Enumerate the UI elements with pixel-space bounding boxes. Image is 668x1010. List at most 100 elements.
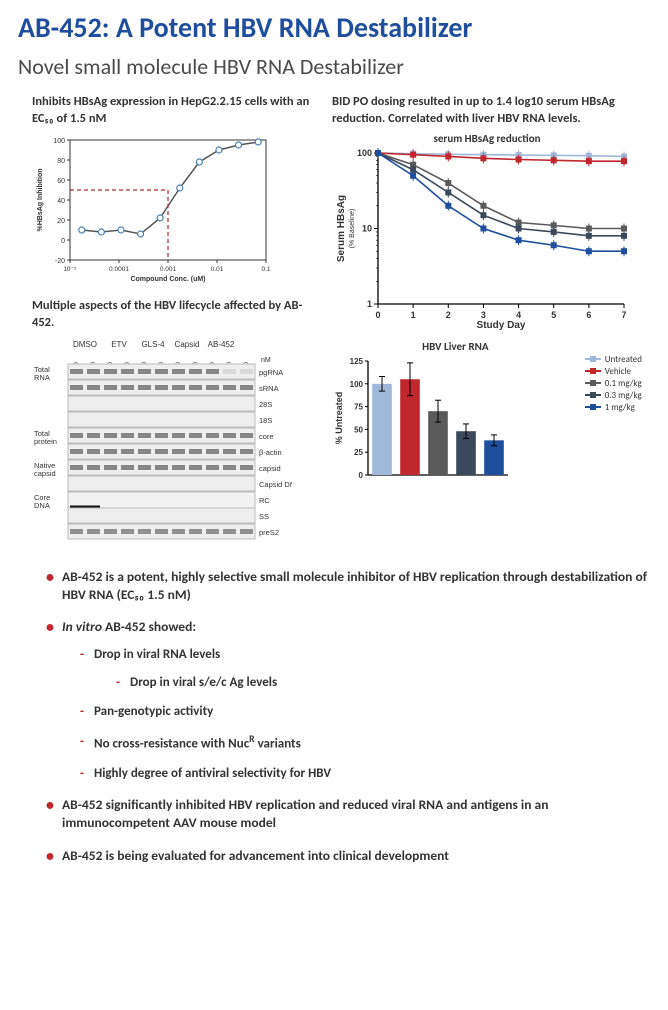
- summary-bullets: AB-452 is a potent, highly selective sma…: [18, 568, 650, 865]
- svg-text:6: 6: [586, 310, 591, 320]
- legend-label: 0.1 mg/kg: [605, 378, 642, 389]
- svg-text:-20: -20: [55, 258, 65, 265]
- svg-text:28S: 28S: [259, 400, 272, 409]
- svg-text:40: 40: [57, 198, 65, 205]
- svg-text:7: 7: [621, 310, 626, 320]
- svg-text:10: 10: [362, 223, 372, 233]
- legend-label: Untreated: [605, 354, 642, 365]
- legend-label: 1 mg/kg: [605, 402, 635, 413]
- bullet-4: AB-452 is being evaluated for advancemen…: [46, 847, 650, 865]
- legend: UntreatedVehicle0.1 mg/kg0.3 mg/kg1 mg/k…: [585, 354, 642, 414]
- legend-item: Vehicle: [585, 366, 642, 377]
- svg-text:80: 80: [57, 158, 65, 165]
- svg-text:0: 0: [359, 471, 364, 480]
- svg-text:100: 100: [357, 148, 372, 158]
- bullet-2: In vitro AB-452 showed: Drop in viral RN…: [46, 618, 650, 782]
- bullet-2-rest: AB-452 showed:: [102, 618, 196, 635]
- dose-response-caption: Inhibits HBsAg expression in HepG2.2.15 …: [32, 94, 312, 128]
- svg-text:25: 25: [354, 448, 363, 457]
- liver-rna-bar-chart: 0 25 50 75 100 125 % Untreated: [332, 355, 512, 485]
- svg-text:Study Day: Study Day: [477, 320, 526, 331]
- svg-text:50: 50: [354, 425, 363, 434]
- legend-item: 0.1 mg/kg: [585, 378, 642, 389]
- svg-text:5: 5: [551, 310, 556, 320]
- legend-swatch: [585, 370, 601, 372]
- legend-item: 0.3 mg/kg: [585, 390, 642, 401]
- svg-text:Compound Conc. (uM): Compound Conc. (uM): [130, 276, 205, 283]
- svg-text:20: 20: [57, 218, 65, 225]
- svg-text:0.0001: 0.0001: [109, 266, 129, 273]
- legend-swatch: [585, 406, 601, 408]
- svg-text:4: 4: [516, 310, 521, 320]
- serum-chart-title: serum HBsAg reduction: [332, 132, 642, 145]
- legend-swatch: [585, 382, 601, 384]
- bullet-1: AB-452 is a potent, highly selective sma…: [46, 568, 650, 604]
- svg-text:% Untreated: % Untreated: [334, 391, 344, 444]
- bullet-2c-post: variants: [255, 736, 301, 751]
- svg-text:DNA: DNA: [34, 501, 50, 510]
- western-blot: DMSOETVGLS-4CapsidAB-4520100010001000100…: [32, 338, 292, 548]
- svg-text:1: 1: [411, 310, 416, 320]
- svg-text:ETV: ETV: [111, 340, 127, 349]
- bar-chart-title: HBV Liver RNA: [332, 340, 579, 353]
- svg-text:100: 100: [350, 380, 364, 389]
- bullet-2c: No cross-resistance with NucR variants: [80, 733, 650, 753]
- bullet-3: AB-452 significantly inhibited HBV repli…: [46, 796, 650, 832]
- page-title: AB-452: A Potent HBV RNA Destabilizer: [18, 10, 650, 45]
- bullet-2a1: Drop in viral s/e/c Ag levels: [116, 674, 650, 692]
- bullet-2a: Drop in viral RNA levels Drop in viral s…: [80, 646, 650, 691]
- svg-text:0: 0: [61, 238, 65, 245]
- svg-text:100: 100: [53, 138, 65, 145]
- page-subtitle: Novel small molecule HBV RNA Destabilize…: [18, 53, 650, 80]
- svg-text:0.01: 0.01: [211, 266, 224, 273]
- in-vivo-panel: BID PO dosing resulted in up to 1.4 log1…: [332, 94, 642, 548]
- svg-text:0.1: 0.1: [261, 266, 270, 273]
- svg-text:18S: 18S: [259, 416, 272, 425]
- bullet-2a-text: Drop in viral RNA levels: [94, 647, 220, 662]
- svg-text:1: 1: [367, 299, 372, 309]
- svg-text:β-actin: β-actin: [259, 448, 282, 457]
- serum-caption: BID PO dosing resulted in up to 1.4 log1…: [332, 94, 642, 128]
- svg-text:0.001: 0.001: [160, 266, 177, 273]
- legend-swatch: [585, 394, 601, 396]
- svg-text:RNA: RNA: [34, 373, 50, 382]
- svg-text:75: 75: [354, 402, 363, 411]
- svg-text:preS2: preS2: [259, 528, 279, 537]
- legend-label: 0.3 mg/kg: [605, 390, 642, 401]
- dose-response-panel: Inhibits HBsAg expression in HepG2.2.15 …: [32, 94, 312, 548]
- bullet-2c-pre: No cross-resistance with Nuc: [94, 736, 249, 751]
- legend-item: Untreated: [585, 354, 642, 365]
- dose-response-chart: -20 0 20 40 60 80 100 10⁻⁵ 0.0001 0.001 0.01 0.1 Com…: [32, 134, 272, 284]
- legend-item: 1 mg/kg: [585, 402, 642, 413]
- svg-text:capsid: capsid: [34, 469, 56, 478]
- bullet-2b: Pan-genotypic activity: [80, 703, 650, 721]
- svg-text:60: 60: [57, 178, 65, 185]
- svg-text:RC: RC: [259, 496, 270, 505]
- svg-text:10⁻⁵: 10⁻⁵: [63, 266, 77, 273]
- bullet-2-italic: In vitro: [62, 618, 102, 635]
- svg-text:capsid: capsid: [259, 464, 281, 473]
- svg-text:(% Baseline): (% Baseline): [349, 208, 356, 248]
- svg-text:sRNA: sRNA: [259, 384, 279, 393]
- svg-text:pgRNA: pgRNA: [259, 368, 283, 377]
- serum-chart: 11010001234567Study DaySerum HBsAg(% Bas…: [332, 147, 632, 332]
- svg-text:Capsid: Capsid: [175, 340, 200, 349]
- blot-caption: Multiple aspects of the HBV lifecycle af…: [32, 298, 312, 332]
- svg-text:nM: nM: [261, 357, 271, 364]
- svg-text:GLS-4: GLS-4: [141, 340, 165, 349]
- bullet-2d: Highly degree of antiviral selectivity f…: [80, 765, 650, 783]
- legend-swatch: [585, 358, 601, 360]
- svg-text:Serum HBsAg: Serum HBsAg: [336, 195, 347, 262]
- svg-text:protein: protein: [34, 437, 57, 446]
- svg-text:DMSO: DMSO: [73, 340, 97, 349]
- svg-text:%HBsAg Inhibition: %HBsAg Inhibition: [37, 168, 44, 231]
- svg-text:core: core: [259, 432, 274, 441]
- svg-text:3: 3: [481, 310, 486, 320]
- svg-text:AB-452: AB-452: [208, 340, 235, 349]
- svg-text:SS: SS: [259, 512, 269, 521]
- svg-text:125: 125: [350, 357, 364, 366]
- svg-text:2: 2: [446, 310, 451, 320]
- legend-label: Vehicle: [605, 366, 631, 377]
- svg-text:Capsid DNA: Capsid DNA: [259, 480, 292, 489]
- svg-text:0: 0: [375, 310, 380, 320]
